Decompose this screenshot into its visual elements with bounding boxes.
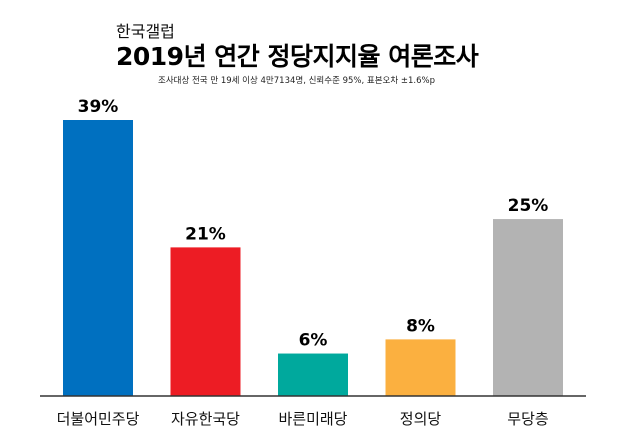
x-tick-label: 정의당 (400, 410, 442, 428)
data-label: 39% (78, 97, 119, 117)
bar (278, 353, 348, 396)
x-tick-label: 자유한국당 (171, 410, 240, 428)
bar (170, 247, 241, 396)
chart-source: 한국갤럽 (116, 22, 175, 41)
chart-title: 2019년 연간 정당지지율 여론조사 (116, 42, 479, 71)
data-label: 25% (508, 196, 549, 216)
x-tick-label: 무당층 (507, 410, 548, 428)
x-tick-label: 바른미래당 (278, 410, 347, 428)
data-label: 8% (406, 316, 435, 336)
bar (385, 339, 456, 396)
data-label: 6% (299, 331, 328, 351)
bar (493, 219, 563, 396)
x-tick-label: 더불어민주당 (57, 410, 140, 428)
data-label: 21% (185, 224, 226, 244)
chart-subtitle: 조사대상 전국 만 19세 이상 4만7134명, 신뢰수준 95%, 표본오차… (158, 76, 435, 86)
bar (63, 120, 133, 396)
